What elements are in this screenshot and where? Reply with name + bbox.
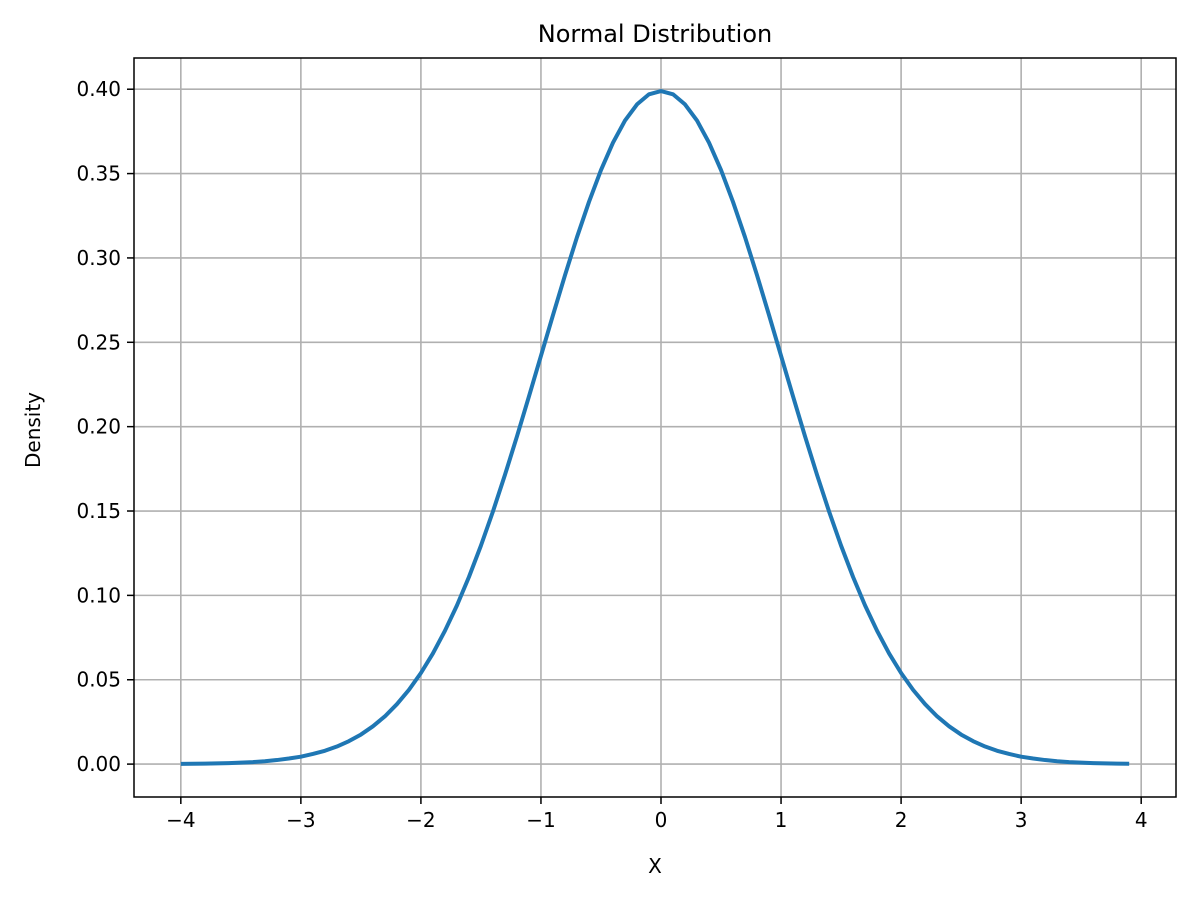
x-tick-label: −4 (166, 808, 195, 832)
y-tick-label: 0.35 (76, 162, 121, 186)
x-tick-label: 1 (775, 808, 788, 832)
x-tick-label: −3 (286, 808, 315, 832)
y-tick-label: 0.10 (76, 583, 121, 607)
plot-area (180, 89, 1130, 766)
x-tick-label: −1 (526, 808, 555, 832)
y-tick-label: 0.25 (76, 330, 121, 354)
axes-frame (133, 57, 1177, 798)
series-line (180, 89, 1130, 766)
x-tick-label: −2 (406, 808, 435, 832)
x-axis-title: X (648, 854, 662, 878)
y-tick-label: 0.40 (76, 77, 121, 101)
y-tick-label: 0.05 (76, 668, 121, 692)
x-tick-label: 4 (1135, 808, 1148, 832)
y-tick-label: 0.00 (76, 752, 121, 776)
x-tick-label: 3 (1015, 808, 1028, 832)
y-axis-title: Density (21, 392, 45, 468)
y-tick-label: 0.15 (76, 499, 121, 523)
ticks: −4 −3 −2 −1 0 1 2 3 4 0.00 0.05 0.10 0.15 0.20 0.25 0.3… (76, 77, 1147, 832)
x-tick-label: 0 (655, 808, 668, 832)
grid (134, 58, 1176, 797)
y-tick-label: 0.30 (76, 246, 121, 270)
y-tick-label: 0.20 (76, 415, 121, 439)
chart-title: Normal Distribution (538, 20, 772, 48)
x-tick-label: 2 (895, 808, 908, 832)
